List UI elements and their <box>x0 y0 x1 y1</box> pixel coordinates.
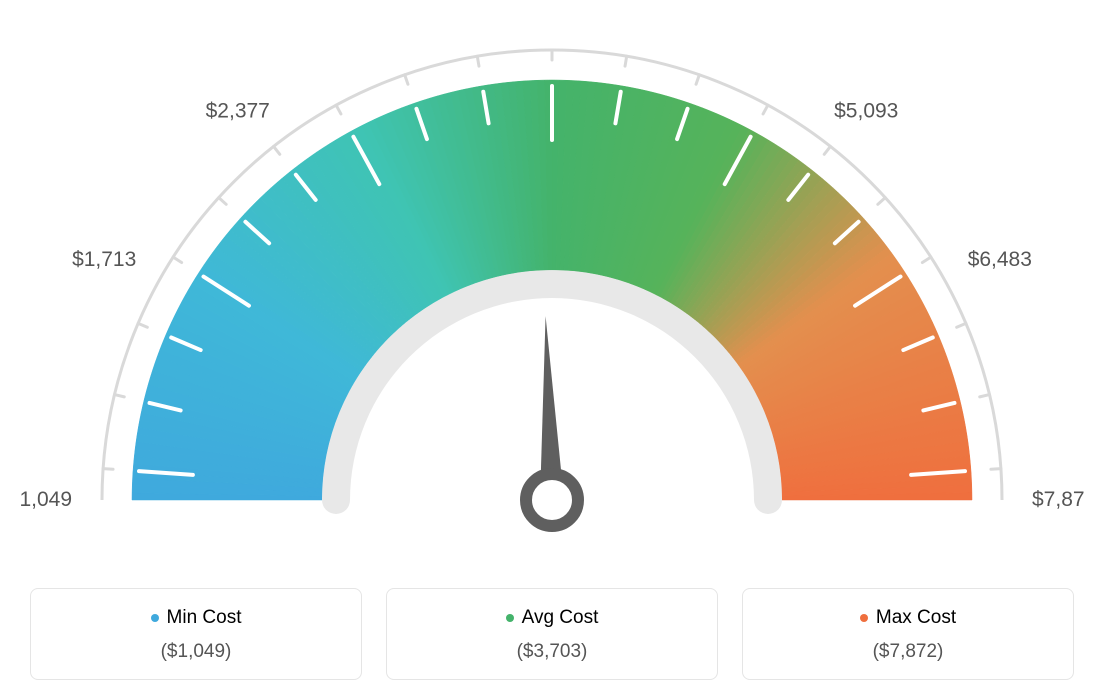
legend-value-avg: ($3,703) <box>397 641 707 663</box>
tick-label: $6,483 <box>968 248 1032 271</box>
legend-row: Min Cost ($1,049) Avg Cost ($3,703) Max … <box>20 588 1084 680</box>
tick-label: $2,377 <box>206 100 270 123</box>
legend-dot-min <box>151 614 159 622</box>
legend-label-max: Max Cost <box>876 607 956 629</box>
legend-card-min: Min Cost ($1,049) <box>30 588 362 680</box>
gauge-hub <box>526 474 578 526</box>
tick-label: $7,872 <box>1032 488 1084 511</box>
tick-label: $1,713 <box>72 248 136 271</box>
tick-label: $5,093 <box>834 100 898 123</box>
legend-value-min: ($1,049) <box>41 641 351 663</box>
cost-gauge-chart: $1,049$1,713$2,377$3,703$5,093$6,483$7,8… <box>20 20 1084 680</box>
gauge-svg: $1,049$1,713$2,377$3,703$5,093$6,483$7,8… <box>20 20 1084 560</box>
tick-label: $1,049 <box>20 488 72 511</box>
legend-card-avg: Avg Cost ($3,703) <box>386 588 718 680</box>
legend-card-max: Max Cost ($7,872) <box>742 588 1074 680</box>
legend-dot-max <box>860 614 868 622</box>
legend-label-avg: Avg Cost <box>522 607 599 629</box>
legend-label-min: Min Cost <box>167 607 242 629</box>
legend-dot-avg <box>506 614 514 622</box>
legend-value-max: ($7,872) <box>753 641 1063 663</box>
